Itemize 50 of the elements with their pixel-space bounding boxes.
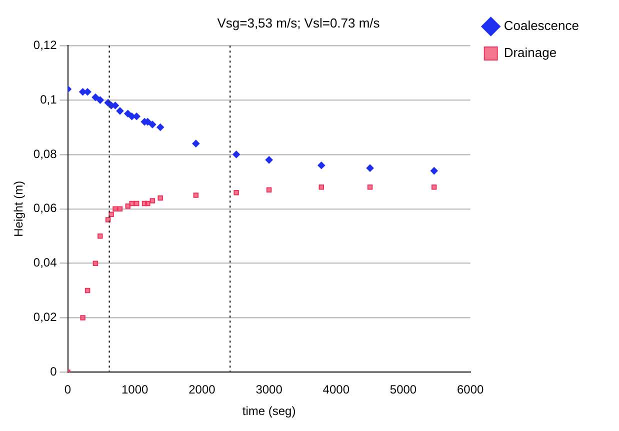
point bbox=[367, 184, 373, 190]
y-tick-label: 0,12 bbox=[33, 38, 58, 52]
point bbox=[96, 96, 104, 104]
x-tick-label: 1000 bbox=[122, 382, 149, 397]
y-axis-title: Height (m) bbox=[12, 180, 26, 237]
point bbox=[80, 315, 86, 320]
y-tick-label: 0,06 bbox=[33, 201, 58, 216]
point bbox=[98, 233, 103, 239]
legend-label: Drainage bbox=[504, 45, 557, 60]
point bbox=[192, 140, 200, 148]
point bbox=[150, 198, 156, 204]
point bbox=[117, 206, 123, 212]
point bbox=[318, 184, 324, 190]
x-axis-title: time (seg) bbox=[242, 404, 296, 418]
point bbox=[232, 150, 240, 158]
point bbox=[234, 190, 239, 196]
point bbox=[134, 200, 140, 206]
point bbox=[116, 107, 124, 115]
point bbox=[112, 206, 118, 212]
y-tick-label: 0,02 bbox=[33, 310, 58, 324]
x-tick-label: 3000 bbox=[256, 382, 283, 397]
point bbox=[84, 288, 90, 294]
x-tick-label: 6000 bbox=[456, 382, 484, 397]
point bbox=[156, 124, 164, 131]
point bbox=[148, 120, 156, 128]
point bbox=[145, 200, 150, 206]
point bbox=[430, 167, 438, 174]
y-tick-label: 0,1 bbox=[40, 92, 58, 106]
x-tick-label: 2000 bbox=[188, 382, 216, 397]
point bbox=[158, 195, 163, 201]
point bbox=[125, 204, 130, 209]
point bbox=[92, 94, 100, 102]
y-tick-label: 0 bbox=[50, 364, 58, 379]
point bbox=[265, 156, 273, 164]
legend-label: Coalescence bbox=[504, 18, 579, 34]
point bbox=[266, 187, 272, 192]
x-tick-label: 4000 bbox=[322, 382, 350, 397]
point bbox=[193, 192, 199, 198]
x-tick-label: 0 bbox=[64, 382, 72, 397]
point bbox=[129, 200, 134, 206]
point bbox=[108, 212, 114, 217]
point bbox=[366, 164, 374, 172]
y-tick-label: 0,04 bbox=[33, 256, 58, 270]
x-tick-label: 5000 bbox=[390, 382, 417, 397]
y-tick-label: 0,08 bbox=[33, 146, 58, 161]
point bbox=[431, 184, 437, 190]
point bbox=[318, 162, 326, 170]
chart-title: Vsg=3,53 m/s; Vsl=0.73 m/s bbox=[217, 15, 380, 30]
point bbox=[124, 110, 132, 118]
point bbox=[92, 260, 98, 266]
